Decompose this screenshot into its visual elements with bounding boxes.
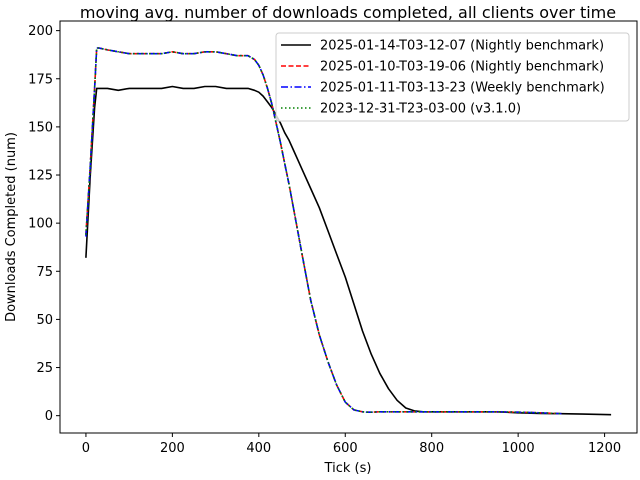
legend-box	[275, 32, 630, 122]
y-tick-label: 0	[45, 409, 53, 424]
series-line-3	[85, 47, 562, 415]
legend-label-1: 2025-01-14-T03-12-07 (Nightly benchmark)	[320, 39, 604, 54]
chart-title: moving avg. number of downloads complete…	[80, 3, 616, 22]
x-tick-label: 1000	[502, 441, 535, 456]
x-axis-label: Tick (s)	[324, 461, 372, 476]
legend-label-2: 2025-01-10-T03-19-06 (Nightly benchmark)	[320, 60, 604, 75]
y-tick-label: 50	[36, 313, 53, 328]
y-tick-label: 100	[28, 217, 53, 232]
y-tick-label: 25	[36, 361, 53, 376]
legend-label-4: 2023-12-31-T23-03-00 (v3.1.0)	[320, 102, 521, 117]
legend-label-3: 2025-01-11-T03-13-23 (Weekly benchmark)	[320, 81, 605, 96]
y-tick-label: 200	[28, 24, 53, 39]
series-line-2	[85, 47, 562, 415]
legend: 2025-01-14-T03-12-07 (Nightly benchmark)…	[275, 32, 630, 122]
x-tick-label: 400	[246, 441, 271, 456]
y-tick-label: 75	[36, 265, 53, 280]
x-tick-label: 0	[82, 441, 90, 456]
y-axis-label: Downloads Completed (num)	[4, 132, 19, 322]
plot-lines	[85, 47, 612, 416]
x-tick-label: 800	[419, 441, 444, 456]
y-tick-label: 125	[28, 169, 53, 184]
x-tick-label: 600	[333, 441, 358, 456]
plot-frame	[59, 20, 638, 434]
y-tick-label: 150	[28, 120, 53, 135]
x-tick-label: 1200	[588, 441, 621, 456]
series-line-1	[85, 85, 612, 416]
x-axis: 0 200 400 600 800 1000 1200	[82, 433, 621, 456]
x-tick-label: 200	[160, 441, 185, 456]
y-axis: 0 25 50 75 100 125 150 175 200	[28, 24, 60, 424]
y-tick-label: 175	[28, 72, 53, 87]
